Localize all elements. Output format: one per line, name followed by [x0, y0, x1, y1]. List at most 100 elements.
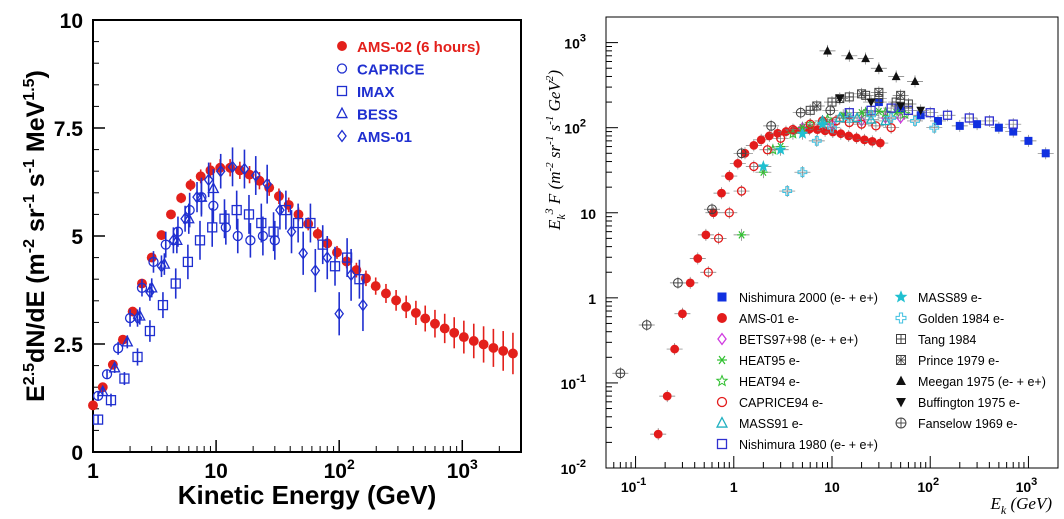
- right-x-tick-label: 102: [917, 476, 939, 495]
- right-series-14: [612, 104, 839, 380]
- left-data-point: [322, 251, 333, 265]
- left-data-point: [144, 325, 156, 337]
- right-data-point: [896, 102, 906, 111]
- right-legend-marker: [715, 416, 729, 428]
- right-y-tick-label: 1: [588, 291, 596, 307]
- right-data-point: [836, 129, 846, 139]
- left-data-point: [280, 204, 292, 216]
- right-data-point: [871, 121, 881, 131]
- left-data-point: [96, 384, 109, 397]
- left-data-point: [207, 181, 220, 194]
- right-data-point: [825, 105, 836, 116]
- left-data-point: [182, 211, 195, 224]
- right-legend-marker: [895, 417, 907, 429]
- left-x-tick-label: 103: [447, 456, 478, 483]
- right-data-point: [811, 135, 822, 146]
- right-legend-label: MASS91 e-: [739, 417, 803, 431]
- left-y-tick-label: 5: [71, 226, 83, 249]
- right-legend-marker: [717, 292, 727, 302]
- right-data-point: [701, 230, 711, 240]
- right-data-point: [736, 186, 747, 196]
- right-data-point: [782, 186, 793, 196]
- left-data-point: [239, 162, 250, 176]
- right-data-point: [955, 121, 964, 130]
- right-legend-label: Prince 1979 e-: [918, 354, 999, 368]
- right-legend-label: Meegan 1975 (e- + e+): [918, 375, 1046, 389]
- left-data-point: [92, 414, 104, 425]
- left-data-point: [256, 217, 267, 229]
- right-legend-marker: [716, 438, 728, 450]
- right-data-point: [788, 124, 798, 135]
- right-data-point: [835, 94, 845, 104]
- left-data-point: [358, 298, 368, 312]
- right-legend-marker: [717, 332, 727, 346]
- right-data-point: [859, 106, 872, 118]
- left-chart: 0 2.5 5 7.5 10 1 10 102 103 Kinetic Energy (GeV) E…: [21, 10, 522, 510]
- right-y-tick-label: 103: [564, 33, 586, 52]
- left-data-point: [334, 307, 345, 321]
- right-data-point: [910, 76, 920, 86]
- left-data-point: [227, 160, 238, 174]
- left-data-point: [182, 256, 194, 268]
- left-data-point: [132, 351, 143, 363]
- right-data-point: [805, 119, 815, 129]
- left-data-point: [310, 264, 321, 278]
- right-data-point: [866, 98, 876, 107]
- left-data-point: [101, 369, 113, 380]
- left-data-point: [156, 230, 167, 241]
- right-x-tick-label: 1: [730, 479, 738, 495]
- right-legend-label: Tang 1984: [918, 333, 976, 347]
- left-data-point: [391, 295, 402, 306]
- right-series-8: [755, 118, 831, 173]
- left-data-point: [170, 233, 183, 246]
- right-data-point: [653, 429, 663, 439]
- left-data-point: [354, 274, 365, 285]
- right-data-point: [860, 135, 869, 145]
- right-x-axis-label: Ek (GeV): [990, 494, 1053, 517]
- right-legend-marker: [896, 334, 906, 344]
- left-data-point: [215, 164, 226, 178]
- right-data-point: [844, 50, 854, 60]
- left-data-point: [195, 171, 206, 182]
- right-legend-label: CAPRICE94 e-: [739, 396, 823, 410]
- left-legend-marker: [336, 63, 348, 74]
- right-data-point: [708, 208, 718, 218]
- left-data-point: [305, 217, 316, 229]
- left-data-point: [468, 336, 479, 346]
- right-data-point: [942, 110, 953, 120]
- right-data-point: [1009, 127, 1018, 136]
- left-data-point: [192, 190, 202, 204]
- left-data-point: [244, 169, 255, 180]
- left-data-point: [119, 373, 130, 384]
- left-data-point: [194, 235, 206, 246]
- left-y-tick-label: 2.5: [54, 334, 84, 357]
- right-data-point: [707, 204, 717, 215]
- left-data-point: [430, 318, 440, 329]
- right-data-point: [693, 254, 703, 263]
- left-data-point: [234, 165, 245, 176]
- left-data-point: [458, 332, 469, 343]
- right-data-point: [713, 233, 724, 244]
- right-data-point: [749, 140, 759, 150]
- left-data-point: [176, 193, 187, 203]
- left-legend-marker: [337, 41, 347, 51]
- left-data-point: [156, 259, 167, 273]
- left-legend-label: AMS-02 (6 hours): [357, 39, 480, 56]
- right-data-point: [724, 171, 734, 181]
- left-x-tick-label: 102: [324, 456, 355, 483]
- right-legend-label: Nishimura 2000 (e- + e+): [739, 291, 878, 305]
- right-data-point: [973, 120, 982, 129]
- right-y-tick-label: 10-1: [561, 373, 586, 392]
- left-data-point: [478, 339, 489, 350]
- left-data-point: [203, 173, 214, 187]
- right-data-point: [615, 368, 626, 379]
- left-data-point: [121, 335, 134, 347]
- left-data-point: [332, 247, 342, 258]
- left-data-point: [160, 239, 171, 250]
- right-legend: Nishimura 2000 (e- + e+) AMS-01 e- BETS97+…: [715, 290, 1046, 452]
- left-data-point: [275, 203, 285, 217]
- left-data-point: [292, 217, 304, 229]
- left-data-point: [195, 190, 208, 202]
- left-data-point: [157, 299, 169, 311]
- left-data-point: [168, 233, 179, 247]
